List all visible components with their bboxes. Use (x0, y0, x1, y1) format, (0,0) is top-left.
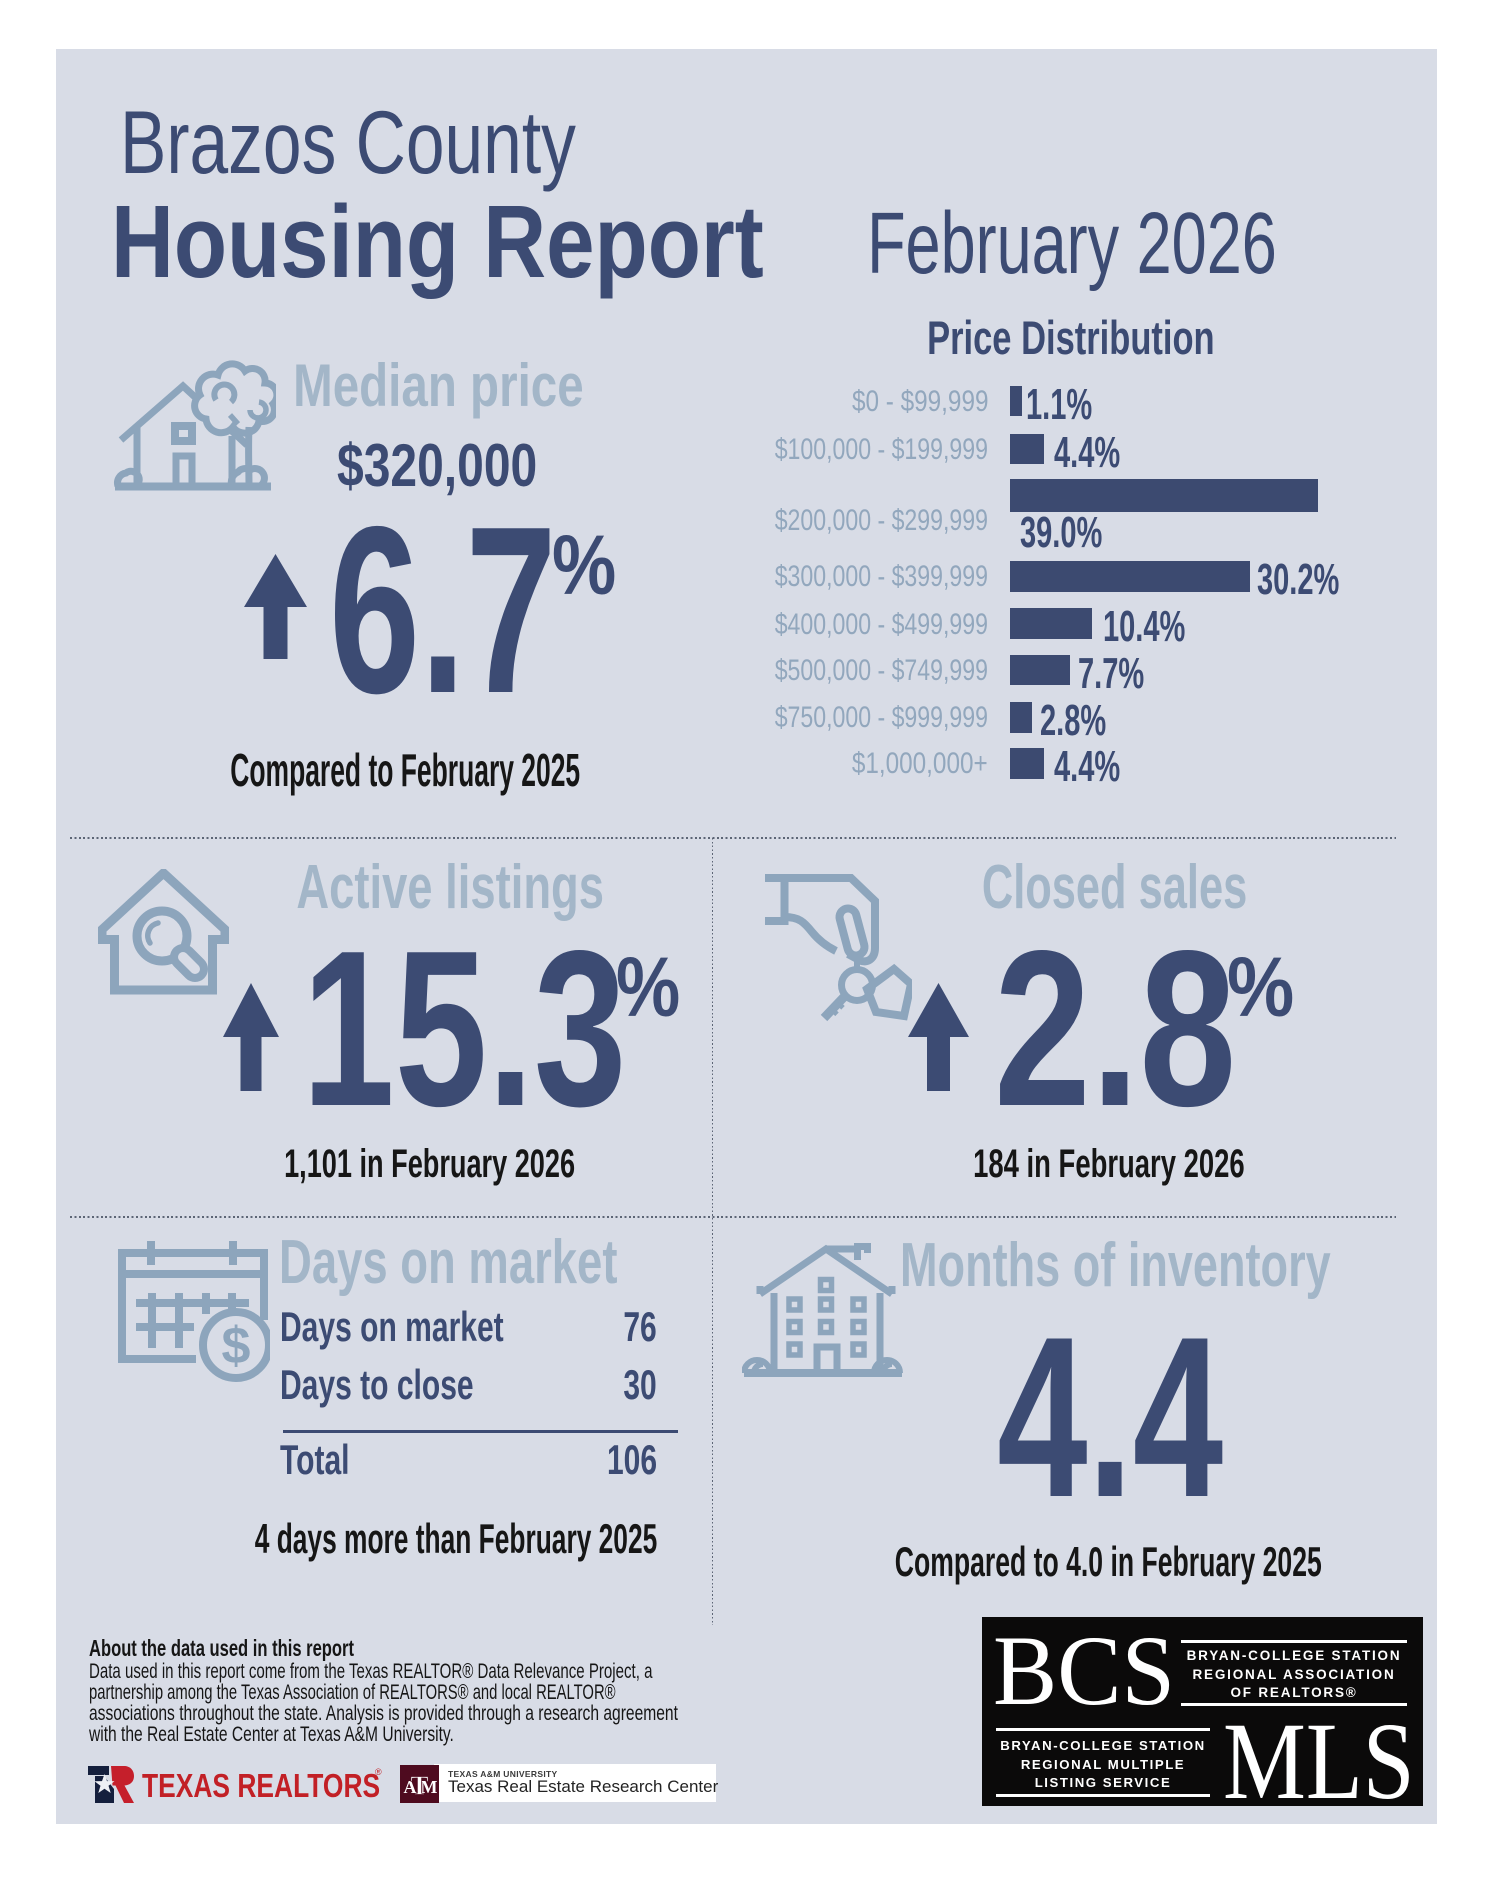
svg-text:A: A (404, 1777, 417, 1797)
svg-text:T: T (410, 1771, 428, 1801)
svg-text:$: $ (222, 1317, 251, 1375)
svg-text:M: M (421, 1777, 438, 1797)
